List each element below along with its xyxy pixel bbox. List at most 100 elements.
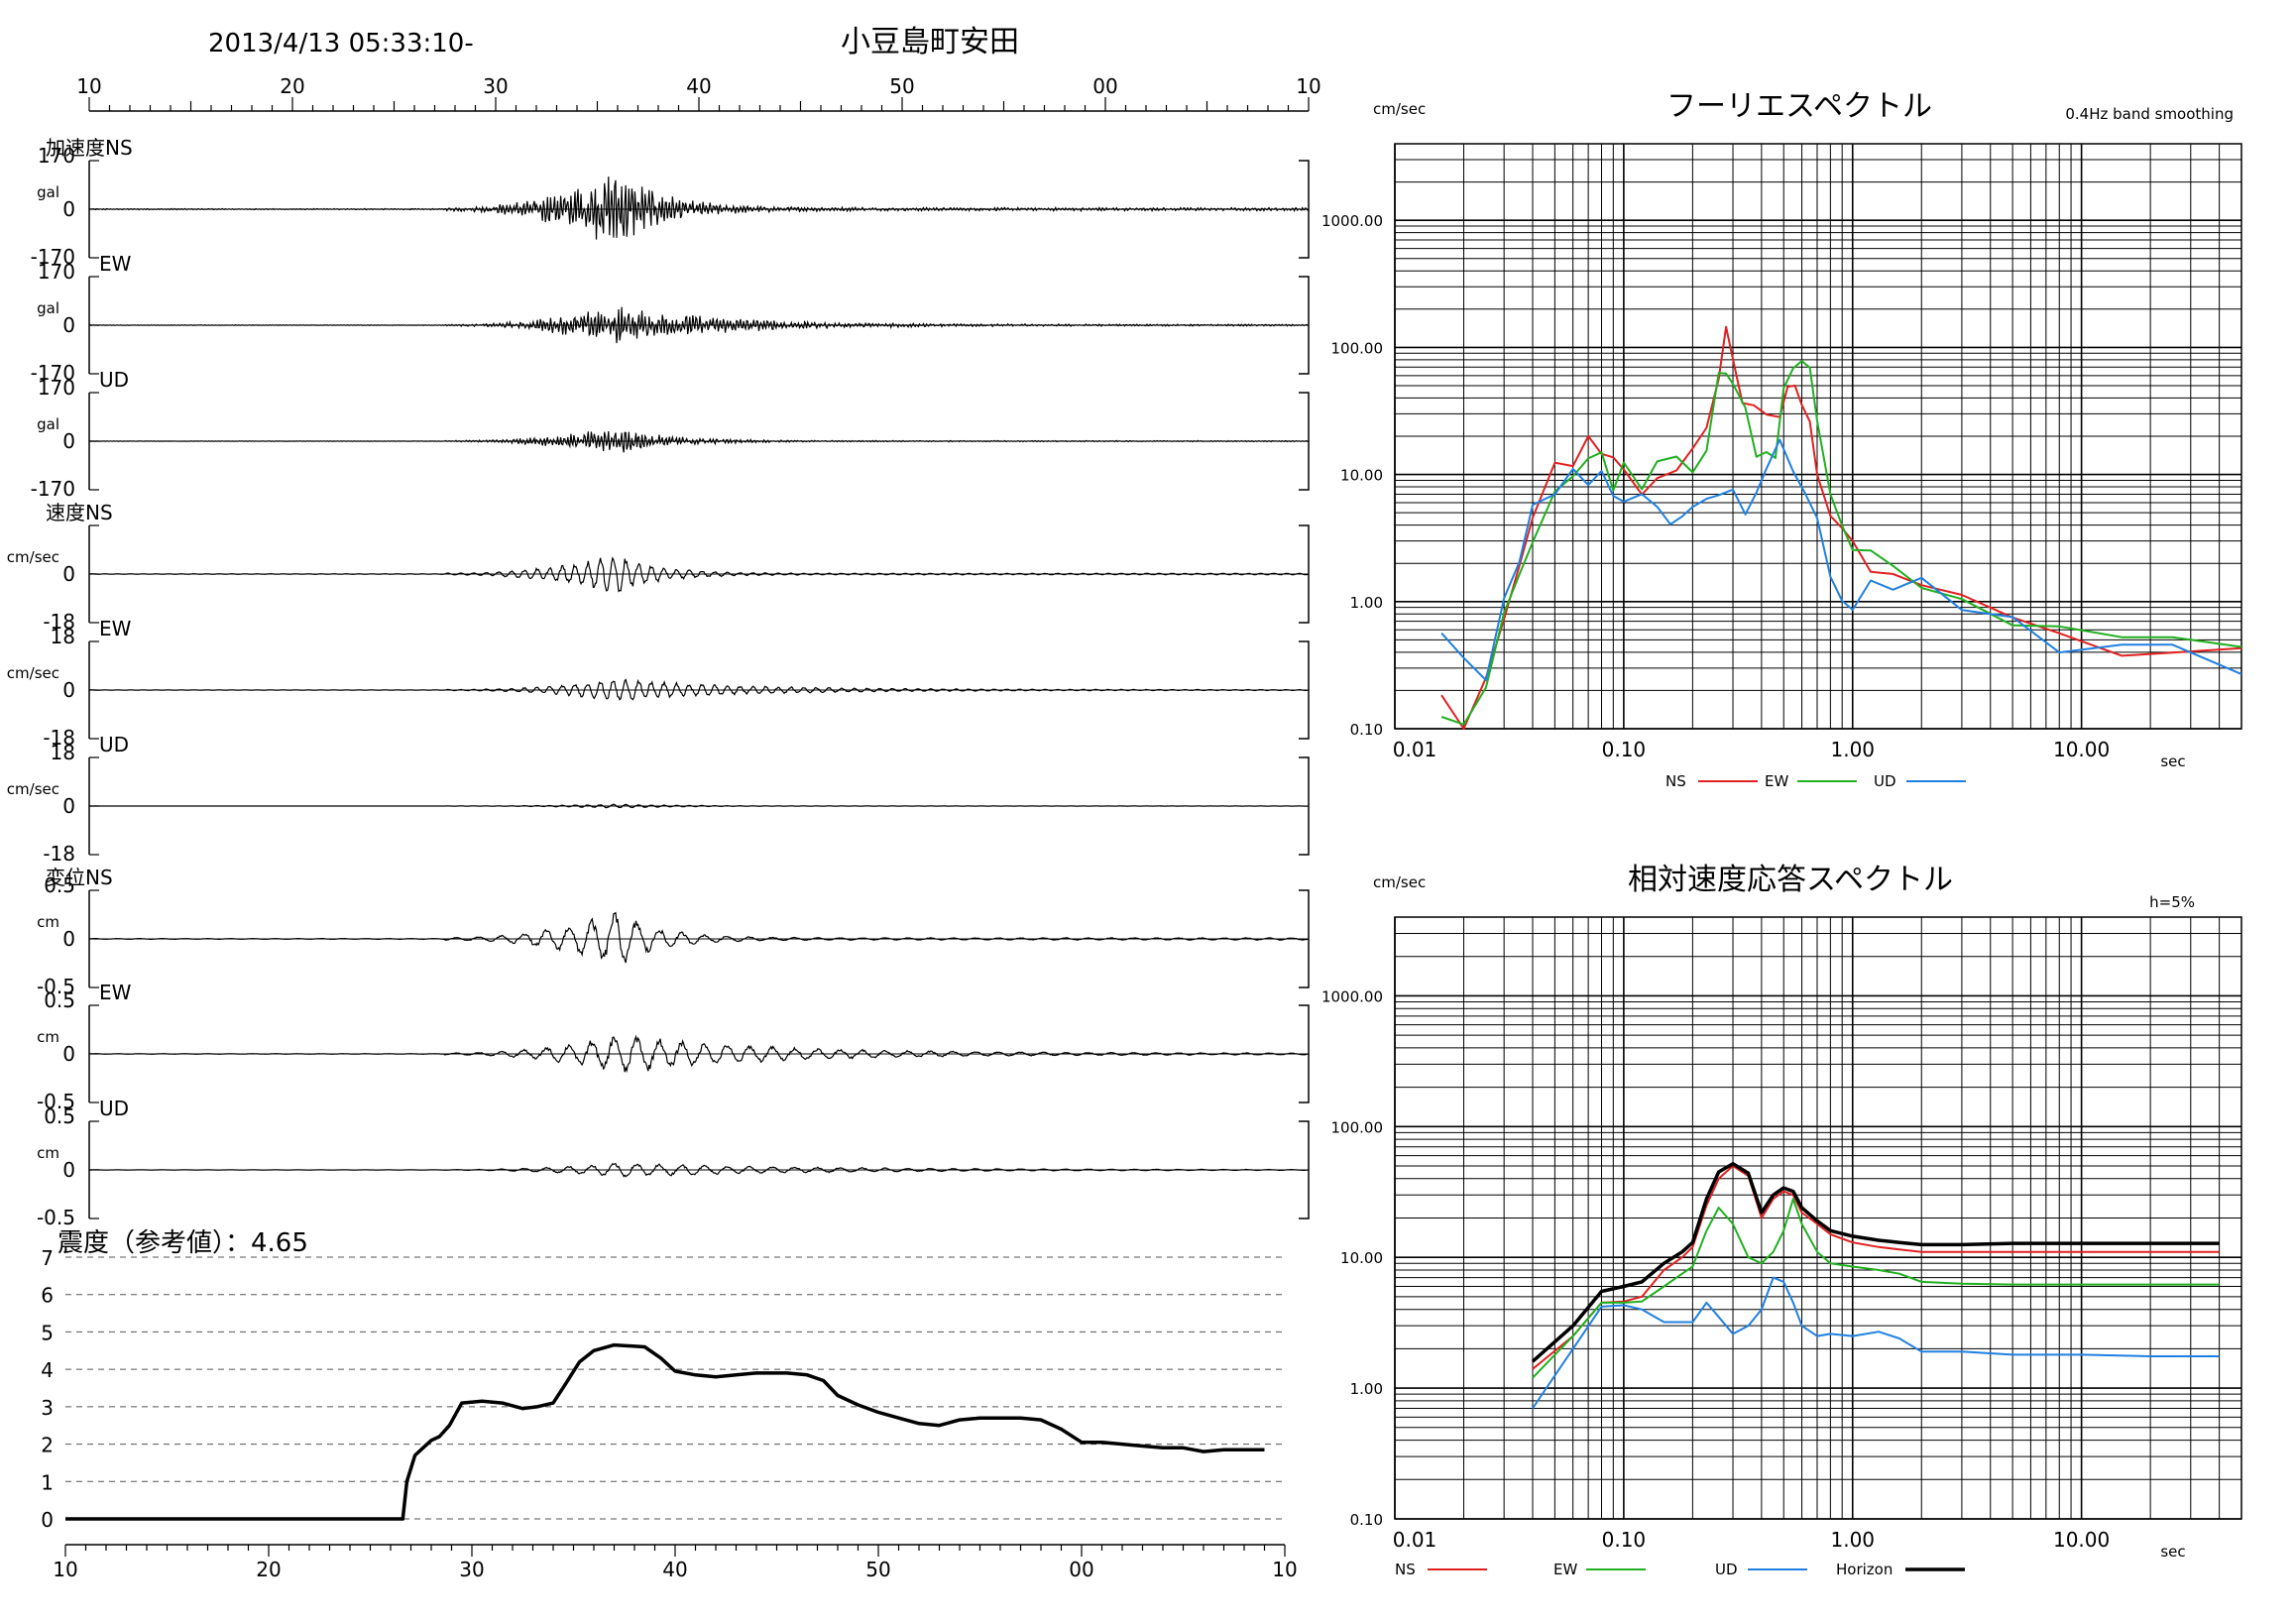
waveform-panel-加速度-EW: 170 0 -170 gal EW [31, 252, 1310, 385]
y-zero-label: 0 [62, 197, 75, 221]
velocity-response-spectrum-chart: 0.01 0.10 1.00 10.00 0.10 1.00 10.00 100.00 1000… [1321, 863, 2242, 1578]
y-max-label: 0.5 [44, 1104, 75, 1128]
series-EW-line [1440, 360, 2242, 726]
unit-label: gal [37, 299, 59, 317]
y-zero-label: 0 [62, 1042, 75, 1066]
time-tick-label: 10 [1296, 74, 1320, 98]
time-tick-label: 50 [889, 74, 914, 98]
seismic-intensity-chart: 震度（参考値）：4.65 0 1 2 3 4 5 6 7 10 20 30 40 50 00 10 [41, 1228, 1297, 1581]
y-min-label: -170 [31, 477, 75, 501]
intensity-y-tick-label: 1 [41, 1470, 54, 1494]
y-axis-unit: cm/sec [1373, 873, 1426, 891]
component-label: EW [99, 617, 132, 640]
intensity-y-tick-label: 3 [41, 1396, 54, 1420]
y-max-label: 18 [51, 741, 75, 764]
y-tick-label: 1.00 [1350, 1380, 1383, 1398]
y-zero-label: 0 [62, 927, 75, 951]
y-min-label: -0.5 [37, 1090, 75, 1113]
fourier-title: フーリエスペクトル [1666, 89, 1932, 124]
waveform-panel-速度-UD: 18 0 -18 cm/sec UD [7, 733, 1310, 866]
intensity-y-tick-label: 2 [41, 1434, 54, 1457]
y-min-label: -170 [31, 361, 75, 385]
response-title: 相対速度応答スペクトル [1628, 863, 1953, 897]
intensity-y-tick-label: 4 [41, 1358, 54, 1382]
intensity-x-tick-label: 40 [662, 1558, 687, 1581]
y-max-label: 0.5 [44, 988, 75, 1012]
fourier-subtitle: 0.4Hz band smoothing [2065, 105, 2234, 123]
y-min-label: -0.5 [37, 975, 75, 998]
x-tick-label: 10.00 [2053, 738, 2110, 761]
y-tick-label: 10.00 [1340, 1249, 1383, 1267]
unit-label: cm/sec [7, 548, 59, 566]
component-label: UD [99, 733, 129, 756]
plot-frame [1394, 916, 2242, 1520]
y-min-label: -18 [43, 726, 75, 750]
y-zero-label: 0 [62, 678, 75, 702]
intensity-x-tick-label: 00 [1069, 1558, 1093, 1581]
y-zero-label: 0 [62, 794, 75, 818]
x-axis-unit: sec [2160, 1543, 2185, 1561]
unit-label: cm/sec [7, 780, 59, 798]
intensity-y-tick-label: 0 [41, 1508, 54, 1532]
time-tick-label: 40 [686, 74, 711, 98]
x-tick-label: 0.10 [1602, 1528, 1647, 1552]
intensity-x-tick-label: 30 [459, 1558, 484, 1581]
unit-label: gal [37, 415, 59, 433]
y-tick-label: 1000.00 [1321, 987, 1383, 1005]
legend-label: EW [1765, 772, 1788, 790]
y-min-label: -0.5 [37, 1206, 75, 1229]
y-axis-unit: cm/sec [1373, 100, 1426, 118]
y-zero-label: 0 [62, 429, 75, 453]
panel-right-bracket [1299, 392, 1310, 491]
component-label: UD [99, 368, 129, 392]
legend-label: Horizon [1836, 1561, 1893, 1578]
x-tick-label: 0.10 [1602, 738, 1647, 761]
y-max-label: 170 [38, 376, 75, 400]
legend-label: UD [1715, 1561, 1738, 1578]
component-label: EW [99, 252, 132, 276]
y-tick-label: 100.00 [1331, 1118, 1384, 1136]
y-min-label: -170 [31, 245, 75, 269]
y-max-label: 18 [51, 625, 75, 648]
y-zero-label: 0 [62, 313, 75, 337]
time-tick-label: 10 [76, 74, 101, 98]
y-zero-label: 0 [62, 562, 75, 586]
panel-right-bracket [1299, 640, 1310, 740]
unit-label: cm [37, 1144, 59, 1162]
plot-frame [1394, 143, 2242, 730]
waveform-panel-加速度-NS: 170 0 -170 gal 加速度NS [31, 136, 1310, 269]
series-EW-line [1532, 1198, 2220, 1379]
waveform-trace [88, 1034, 1310, 1074]
x-axis-unit: sec [2160, 753, 2185, 770]
waveform-trace [88, 306, 1310, 344]
waveform-trace [88, 430, 1310, 453]
time-tick-label: 30 [483, 74, 508, 98]
waveform-panel-変位-EW: 0.5 0 -0.5 cm EW [37, 981, 1310, 1113]
time-tick-label: 00 [1092, 74, 1117, 98]
waveform-panel-変位-UD: 0.5 0 -0.5 cm UD [37, 1097, 1310, 1229]
y-max-label: 0.5 [44, 873, 75, 897]
y-tick-label: 0.10 [1350, 1511, 1383, 1529]
fourier-spectrum-chart: 0.01 0.10 1.00 10.00 0.10 1.00 10.00 100.00 1000… [1321, 89, 2242, 790]
x-tick-label: 1.00 [1830, 738, 1875, 761]
x-tick-label: 0.01 [1393, 1528, 1437, 1552]
y-tick-label: 1.00 [1350, 594, 1383, 612]
intensity-y-tick-label: 7 [41, 1246, 54, 1270]
y-tick-label: 10.00 [1340, 467, 1383, 485]
waveform-panel-加速度-UD: 170 0 -170 gal UD [31, 368, 1310, 501]
waveform-trace [88, 556, 1310, 593]
waveform-panel-変位-NS: 0.5 0 -0.5 cm 変位NS [37, 866, 1310, 998]
intensity-y-tick-label: 6 [41, 1284, 54, 1308]
y-tick-label: 1000.00 [1321, 212, 1383, 230]
waveform-trace [89, 911, 1310, 964]
legend-label: UD [1874, 772, 1896, 790]
x-tick-label: 0.01 [1393, 738, 1437, 761]
time-tick-label: 20 [280, 74, 304, 98]
waveform-trace [88, 176, 1310, 240]
series-Horizon-line [1531, 1162, 2220, 1363]
component-label: 速度NS [46, 501, 113, 524]
series-UD-line [1532, 1276, 2220, 1410]
y-max-label: 170 [38, 144, 75, 168]
intensity-y-tick-label: 5 [41, 1321, 54, 1344]
